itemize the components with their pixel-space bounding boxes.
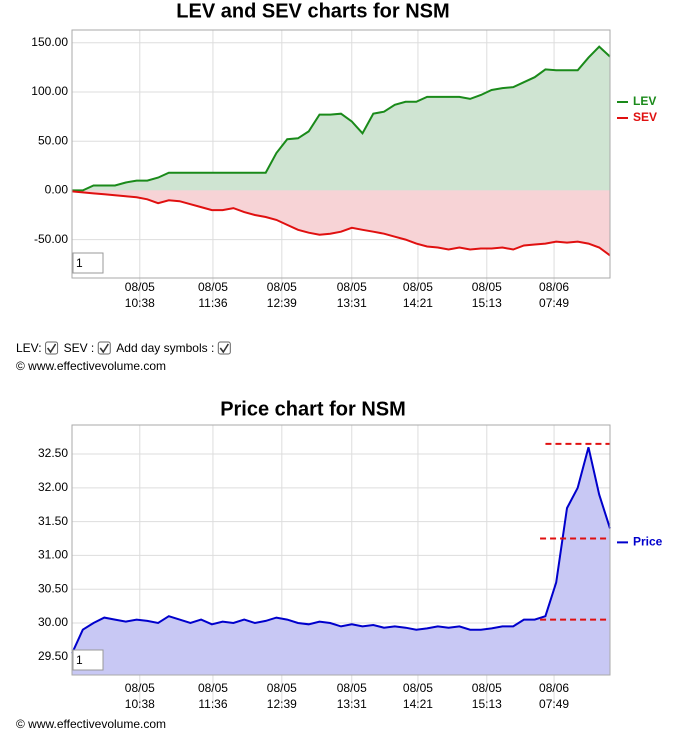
y-tick-label: 32.50 — [38, 446, 68, 460]
x-tick-label: 14:21 — [403, 296, 433, 310]
checkbox[interactable] — [97, 341, 111, 355]
y-tick-label: 30.50 — [38, 581, 68, 595]
checkmark — [46, 343, 57, 354]
x-tick-label: 08/05 — [472, 681, 502, 695]
x-tick-label: 08/05 — [403, 280, 433, 294]
x-tick-label: 10:38 — [125, 296, 155, 310]
y-tick-label: 31.50 — [38, 514, 68, 528]
x-tick-label: 08/05 — [337, 280, 367, 294]
copyright: © www.effectivevolume.com — [16, 717, 166, 731]
x-tick-label: 11:36 — [198, 296, 227, 310]
x-tick-label: 08/05 — [125, 280, 155, 294]
copyright: © www.effectivevolume.com — [16, 359, 166, 373]
legend-label: LEV — [633, 94, 656, 108]
y-tick-label: 31.00 — [38, 548, 68, 562]
x-tick-label: 08/06 — [539, 681, 569, 695]
y-tick-label: 150.00 — [31, 35, 68, 49]
control-label: LEV: — [16, 341, 42, 355]
x-tick-label: 07:49 — [539, 697, 569, 711]
x-tick-label: 08/05 — [198, 280, 228, 294]
line — [71, 190, 611, 257]
x-tick-label: 08/05 — [267, 280, 297, 294]
control-label: Add day symbols : — [116, 341, 214, 355]
x-tick-label: 15:13 — [472, 697, 502, 711]
zoom-value: 1 — [76, 256, 83, 270]
control-label: SEV : — [64, 341, 95, 355]
chart-title: Price chart for NSM — [220, 398, 406, 420]
plot-border — [71, 29, 611, 279]
x-tick-label: 08/05 — [403, 681, 433, 695]
x-tick-label: 13:31 — [337, 697, 367, 711]
x-tick-label: 13:31 — [337, 296, 367, 310]
x-tick-label: 08/05 — [125, 681, 155, 695]
x-tick-label: 14:21 — [403, 697, 433, 711]
x-tick-label: 08/05 — [337, 681, 367, 695]
x-tick-label: 08/05 — [267, 681, 297, 695]
zoom-box — [72, 252, 104, 274]
y-tick-label: 32.00 — [38, 480, 68, 494]
zoom-box — [72, 649, 104, 671]
area — [72, 46, 610, 191]
y-tick-label: 29.50 — [38, 649, 68, 663]
y-tick-label: 30.00 — [38, 615, 68, 629]
area — [72, 190, 610, 256]
x-tick-label: 12:39 — [267, 296, 297, 310]
y-tick-label: 50.00 — [38, 133, 68, 147]
x-tick-label: 07:49 — [539, 296, 569, 310]
chart-title: LEV and SEV charts for NSM — [176, 0, 449, 22]
x-tick-label: 08/05 — [198, 681, 228, 695]
checkbox[interactable] — [45, 341, 59, 355]
zoom-value: 1 — [76, 653, 83, 667]
checkmark — [219, 343, 229, 354]
x-tick-label: 12:39 — [267, 697, 297, 711]
area — [72, 447, 610, 675]
legend-label: Price — [633, 535, 663, 549]
y-tick-label: -50.00 — [34, 232, 68, 246]
y-tick-label: 0.00 — [45, 183, 69, 197]
x-tick-label: 11:36 — [198, 697, 227, 711]
legend-label: SEV — [633, 110, 657, 124]
y-tick-label: 100.00 — [31, 84, 68, 98]
line — [71, 447, 611, 654]
x-tick-label: 08/06 — [539, 280, 569, 294]
x-tick-label: 08/05 — [472, 280, 502, 294]
checkmark — [99, 343, 109, 354]
plot-border — [71, 424, 611, 676]
x-tick-label: 10:38 — [125, 697, 155, 711]
line — [72, 45, 611, 192]
x-tick-label: 15:13 — [472, 296, 502, 310]
checkbox[interactable] — [217, 341, 231, 355]
